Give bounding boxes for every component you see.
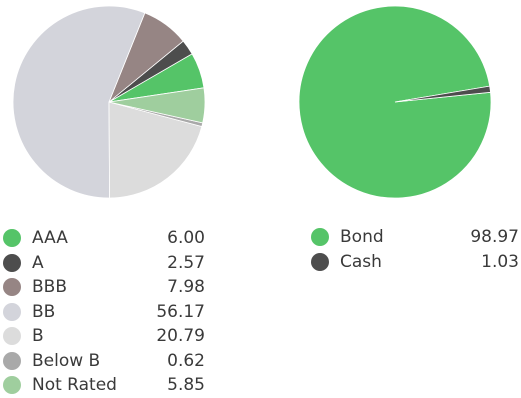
pie-slice-bb: [12, 5, 146, 199]
legend-item-b: B 20.79: [3, 324, 205, 349]
pie-slice-cash: [394, 85, 491, 103]
legend-item-below-b: Below B 0.62: [3, 349, 205, 374]
legend-swatch-icon: [311, 252, 329, 271]
legend-swatch-icon: [3, 253, 21, 272]
pie-slice-b: [108, 101, 203, 199]
credit-rating-pie-chart: [12, 5, 206, 199]
legend-item-bb: BB 56.17: [3, 300, 205, 325]
legend-swatch-icon: [3, 351, 21, 370]
legend-label: Not Rated: [32, 375, 117, 395]
legend-item-aaa: AAA 6.00: [3, 226, 205, 251]
legend-value: 98.97: [470, 227, 519, 247]
legend-label: BBB: [32, 277, 67, 297]
legend-label: A: [32, 252, 44, 273]
legend-value: 5.85: [167, 375, 205, 395]
legend-swatch-icon: [3, 376, 21, 394]
credit-rating-legend: AAA 6.00 A 2.57 BBB 7.98 BB 56.17 B 20.79 Below B 0…: [3, 226, 205, 398]
legend-item-cash: Cash 1.03: [311, 250, 519, 275]
legend-label: B: [32, 326, 44, 346]
legend-item-bbb: BBB 7.98: [3, 275, 205, 300]
legend-swatch-icon: [3, 302, 21, 321]
legend-swatch-icon: [3, 229, 21, 247]
legend-value: 1.03: [481, 251, 519, 272]
legend-item-not-rated: Not Rated 5.85: [3, 373, 205, 398]
legend-label: BB: [32, 301, 56, 322]
legend-value: 20.79: [156, 326, 205, 346]
legend-value: 7.98: [167, 277, 205, 297]
asset-type-pie-chart: [298, 5, 492, 199]
legend-swatch-icon: [3, 327, 21, 345]
legend-label: Bond: [340, 227, 384, 247]
legend-label: Below B: [32, 350, 101, 371]
legend-item-bond: Bond 98.97: [311, 225, 519, 250]
asset-type-legend: Bond 98.97 Cash 1.03: [311, 225, 519, 274]
legend-swatch-icon: [311, 228, 329, 246]
pie-slice-not-rated: [108, 87, 206, 124]
legend-label: Cash: [340, 251, 382, 272]
legend-label: AAA: [32, 228, 68, 248]
legend-value: 56.17: [156, 301, 205, 322]
legend-value: 6.00: [167, 228, 205, 248]
legend-value: 0.62: [167, 350, 205, 371]
legend-swatch-icon: [3, 278, 21, 296]
legend-item-a: A 2.57: [3, 251, 205, 276]
legend-value: 2.57: [167, 252, 205, 273]
